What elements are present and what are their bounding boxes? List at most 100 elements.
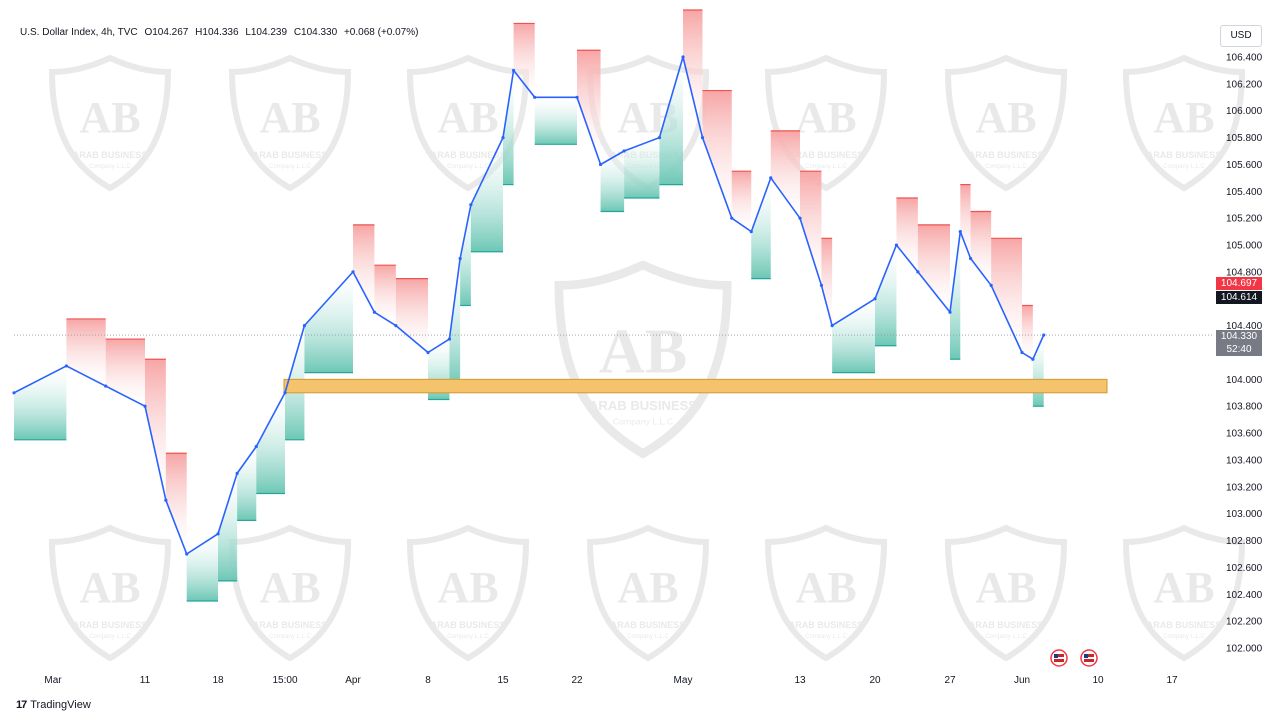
trend-band: [683, 9, 703, 138]
flag-canton: [1084, 654, 1088, 658]
watermark-subtitle: Company L.L.C: [1163, 634, 1205, 640]
tradingview-brand[interactable]: 17 TradingView: [16, 699, 91, 711]
trend-band: [917, 224, 950, 313]
watermark-outline: [406, 524, 530, 662]
price-point: [447, 337, 452, 341]
y-tick-label: 105.600: [1226, 160, 1263, 171]
support-zone: [283, 378, 1108, 394]
price-point: [819, 283, 824, 287]
trend-band: [751, 177, 771, 279]
watermark-shield-icon: AB ARAB BUSINESS Company L.L.C: [48, 54, 172, 192]
price-point: [254, 444, 258, 449]
watermark-title: ARAB BUSINESS: [73, 150, 148, 160]
watermark-monogram: AB: [437, 563, 498, 612]
watermark-group: AB ARAB BUSINESS Company L.L.C AB ARAB BUSIN…: [48, 54, 1246, 662]
legend-symbol: U.S. Dollar Index, 4h, TVC: [20, 27, 138, 38]
price-point: [749, 230, 753, 234]
price-point: [12, 391, 16, 395]
trend-band: [460, 204, 471, 306]
flag-stripe: [1084, 657, 1094, 659]
watermark-monogram: AB: [1153, 93, 1214, 142]
trend-band: [395, 278, 428, 353]
price-points: [12, 55, 1046, 556]
price-point: [283, 391, 287, 395]
price-point: [511, 68, 516, 73]
y-tick-label: 102.600: [1226, 563, 1263, 574]
trend-band: [513, 23, 535, 98]
y-tick-label: 103.200: [1226, 482, 1263, 493]
trend-bands: [14, 9, 1044, 602]
x-tick-label: 27: [944, 675, 956, 686]
legend-open: O104.267: [144, 27, 189, 38]
watermark-title: ARAB BUSINESS: [253, 620, 328, 630]
price-point: [458, 256, 462, 261]
current-price-value: 104.330: [1220, 331, 1258, 342]
price-point: [769, 176, 773, 180]
brand-label: TradingView: [30, 699, 91, 711]
watermark-monogram: AB: [259, 93, 320, 142]
us-flag-event-icon[interactable]: [1050, 649, 1068, 667]
currency-button[interactable]: USD: [1220, 25, 1262, 47]
trend-band: [1022, 305, 1033, 360]
watermark-monogram: AB: [1153, 563, 1214, 612]
y-tick-label: 105.400: [1226, 187, 1263, 198]
flag-canton: [1054, 654, 1058, 658]
price-point: [235, 471, 239, 475]
us-flag-event-icon[interactable]: [1080, 649, 1098, 667]
price-point: [216, 532, 220, 536]
legend-low: L104.239: [245, 27, 288, 38]
trend-band: [950, 231, 961, 360]
bar-countdown: 52:40: [1226, 344, 1252, 355]
price-point: [968, 256, 973, 261]
y-tick-label: 102.000: [1226, 644, 1263, 655]
y-tick-label: 102.200: [1226, 617, 1263, 628]
y-tick-label: 105.800: [1226, 133, 1263, 144]
trend-band: [702, 90, 732, 219]
watermark-shield-icon: AB ARAB BUSINESS Company L.L.C: [406, 524, 530, 662]
price-point: [622, 149, 626, 153]
watermark-outline: [1122, 54, 1246, 192]
price-point: [894, 243, 899, 247]
price-point: [830, 324, 834, 328]
y-tick-label: 106.400: [1226, 53, 1263, 64]
price-point: [657, 135, 662, 140]
price-point: [700, 135, 705, 140]
price-point: [164, 498, 168, 502]
watermark-subtitle: Company L.L.C: [269, 634, 311, 640]
watermark-outline: [944, 54, 1068, 192]
watermark-title: ARAB BUSINESS: [431, 150, 506, 160]
trend-band: [896, 198, 918, 272]
watermark-shield-icon: AB ARAB BUSINESS Company L.L.C: [228, 524, 352, 662]
watermark-shield-icon: AB ARAB BUSINESS Company L.L.C: [48, 524, 172, 662]
y-tick-label: 104.000: [1226, 375, 1263, 386]
y-tick-label: 104.400: [1226, 321, 1263, 332]
watermark-outline: [48, 524, 172, 662]
trend-band: [577, 50, 601, 165]
watermark-subtitle: Company L.L.C: [805, 164, 847, 170]
trend-band: [353, 224, 375, 313]
x-tick-label: 22: [571, 675, 583, 686]
watermark-title: ARAB BUSINESS: [969, 150, 1044, 160]
price-point: [426, 350, 430, 355]
trend-band: [237, 446, 257, 521]
x-tick-label: Apr: [345, 675, 361, 686]
trend-band: [970, 211, 992, 286]
watermark-subtitle: Company L.L.C: [985, 164, 1027, 170]
price-point: [469, 203, 473, 207]
tradingview-logo-icon: 17: [16, 699, 27, 711]
price-point: [681, 55, 685, 59]
watermark-title: ARAB BUSINESS: [589, 398, 697, 413]
price-point: [64, 364, 68, 368]
price-point: [730, 216, 734, 220]
watermark-outline: [554, 260, 732, 459]
price-point: [958, 230, 962, 234]
watermark-monogram: AB: [259, 563, 320, 612]
watermark-monogram: AB: [617, 563, 678, 612]
watermark-shield-icon: AB ARAB BUSINESS Company L.L.C: [228, 54, 352, 192]
y-tick-label: 106.000: [1226, 106, 1263, 117]
y-tick-label: 105.200: [1226, 214, 1263, 225]
price-point: [533, 95, 537, 99]
trend-band: [503, 70, 514, 185]
trend-band: [14, 365, 67, 440]
